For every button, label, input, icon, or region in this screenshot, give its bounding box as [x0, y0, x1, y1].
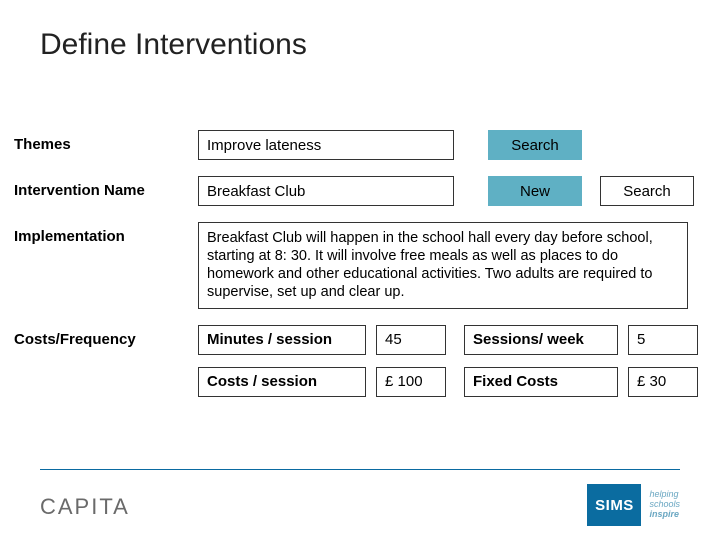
sims-tagline: helping schools inspire — [649, 490, 680, 520]
intervention-new-button[interactable]: New — [488, 176, 582, 206]
sessions-week-label: Sessions/ week — [464, 325, 618, 355]
intervention-search-button[interactable]: Search — [600, 176, 694, 206]
implementation-text[interactable]: Breakfast Club will happen in the school… — [198, 222, 688, 309]
costs-grid: Minutes / session 45 Sessions/ week 5 Co… — [198, 325, 706, 409]
costs-session-label: Costs / session — [198, 367, 366, 397]
capita-text: CAPITA — [40, 494, 130, 520]
page-title: Define Interventions — [40, 28, 307, 62]
label-themes: Themes — [14, 130, 198, 153]
sessions-week-value[interactable]: 5 — [628, 325, 698, 355]
themes-search-button[interactable]: Search — [488, 130, 582, 160]
intervention-input[interactable]: Breakfast Club — [198, 176, 454, 206]
row-costs: Costs/Frequency Minutes / session 45 Ses… — [14, 325, 706, 409]
minutes-session-label: Minutes / session — [198, 325, 366, 355]
row-themes: Themes Improve lateness Search — [14, 130, 706, 160]
capita-logo: CAPITA — [40, 494, 130, 520]
label-implementation: Implementation — [14, 222, 198, 245]
sims-block: SIMS helping schools inspire — [587, 484, 680, 526]
costs-session-value[interactable]: £ 100 — [376, 367, 446, 397]
label-costs: Costs/Frequency — [14, 325, 198, 348]
sims-logo: SIMS — [587, 484, 641, 526]
row-implementation: Implementation Breakfast Club will happe… — [14, 222, 706, 309]
slide: { "title": "Define Interventions", "them… — [0, 0, 720, 540]
fixed-costs-label: Fixed Costs — [464, 367, 618, 397]
fixed-costs-value[interactable]: £ 30 — [628, 367, 698, 397]
themes-input[interactable]: Improve lateness — [198, 130, 454, 160]
minutes-session-value[interactable]: 45 — [376, 325, 446, 355]
row-intervention: Intervention Name Breakfast Club New Sea… — [14, 176, 706, 206]
footer-rule — [40, 469, 680, 470]
label-intervention: Intervention Name — [14, 176, 198, 199]
costs-row-1: Costs / session £ 100 Fixed Costs £ 30 — [198, 367, 706, 397]
form: Themes Improve lateness Search Intervent… — [14, 130, 706, 425]
costs-row-0: Minutes / session 45 Sessions/ week 5 — [198, 325, 706, 355]
